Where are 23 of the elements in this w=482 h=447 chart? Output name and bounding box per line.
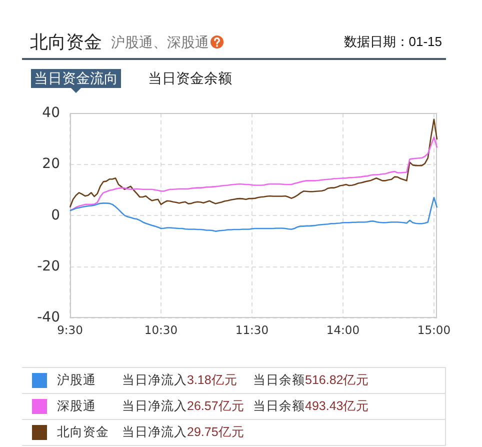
chart-subtitle: 沪股通、深股通 (111, 33, 209, 51)
x-tick-label: 9:30 (57, 322, 83, 337)
text: 数据日期：01-15 (344, 34, 442, 50)
x-tick-label: 11:30 (235, 322, 269, 337)
y-tick-label: 40 (42, 105, 60, 122)
y-tick-label: -40 (37, 310, 60, 326)
selected-tab: 当日资金流向 (31, 69, 121, 88)
text: 当日净流入3.18亿元 (122, 373, 238, 387)
legend-label: 沪股通 (57, 368, 122, 394)
y-tick-label: 20 (42, 156, 60, 172)
text: 当日资金余额 (148, 69, 232, 88)
x-tick-label: 14:00 (326, 322, 360, 337)
text: 当日余额516.82亿元 (253, 373, 370, 387)
y-tick-label: 0 (51, 207, 60, 224)
chart-title: 北向资金 (30, 31, 102, 53)
x-tick-label: 10:30 (144, 322, 178, 337)
text: 当日余额493.43亿元 (253, 399, 370, 413)
text: 当日净流入26.57亿元 (122, 399, 244, 413)
text: 当日净流入29.75亿元 (122, 425, 244, 439)
y-tick-label: -20 (37, 258, 60, 274)
x-tick-label: 15:00 (417, 322, 451, 337)
legend-label: 深股通 (57, 394, 122, 420)
legend-label: 北向资金 (57, 420, 122, 446)
